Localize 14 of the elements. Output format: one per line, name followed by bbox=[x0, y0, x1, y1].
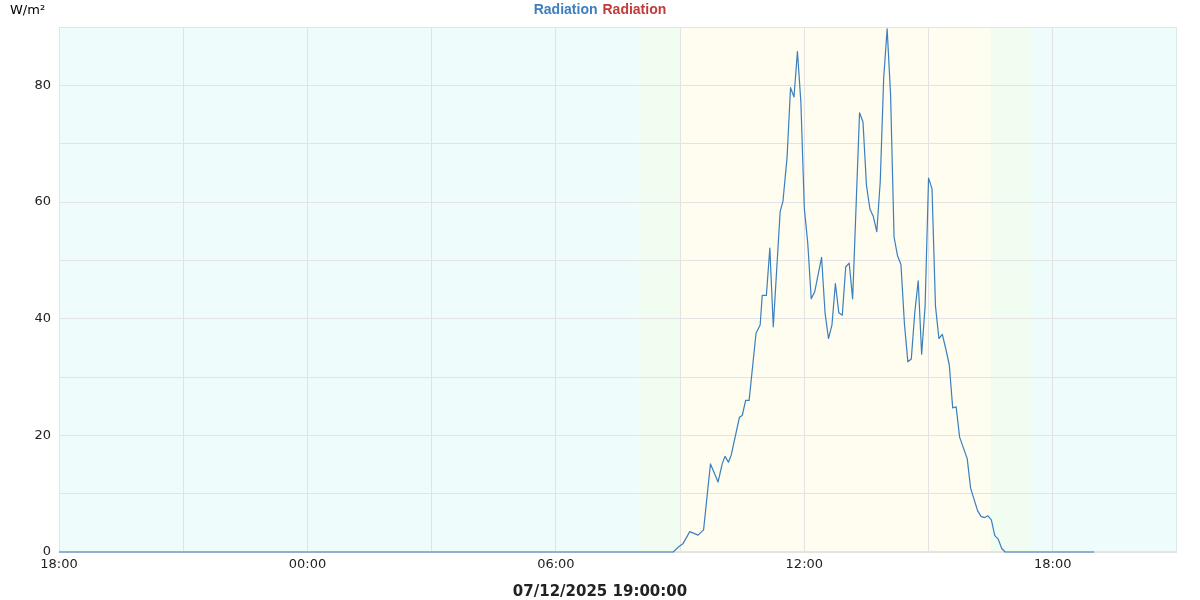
x-tick-label: 12:00 bbox=[785, 556, 824, 572]
x-tick-label: 00:00 bbox=[288, 556, 327, 572]
y-tick-label: 0 bbox=[42, 543, 51, 559]
y-axis-title: W/m² bbox=[10, 2, 46, 17]
x-tick-label: 06:00 bbox=[537, 556, 575, 572]
y-tick-label: 40 bbox=[34, 310, 51, 326]
x-tick-label: 18:00 bbox=[40, 556, 78, 572]
y-tick-label: 80 bbox=[34, 76, 51, 92]
x-axis-title: 07/12/2025 19:00:00 bbox=[511, 582, 689, 600]
text: Radiation bbox=[533, 1, 598, 17]
x-tick-label: 18:00 bbox=[1034, 556, 1072, 572]
chart-title: Radiation bbox=[602, 1, 667, 17]
y-tick-label: 60 bbox=[34, 193, 51, 209]
y-tick-label: 20 bbox=[34, 426, 51, 442]
